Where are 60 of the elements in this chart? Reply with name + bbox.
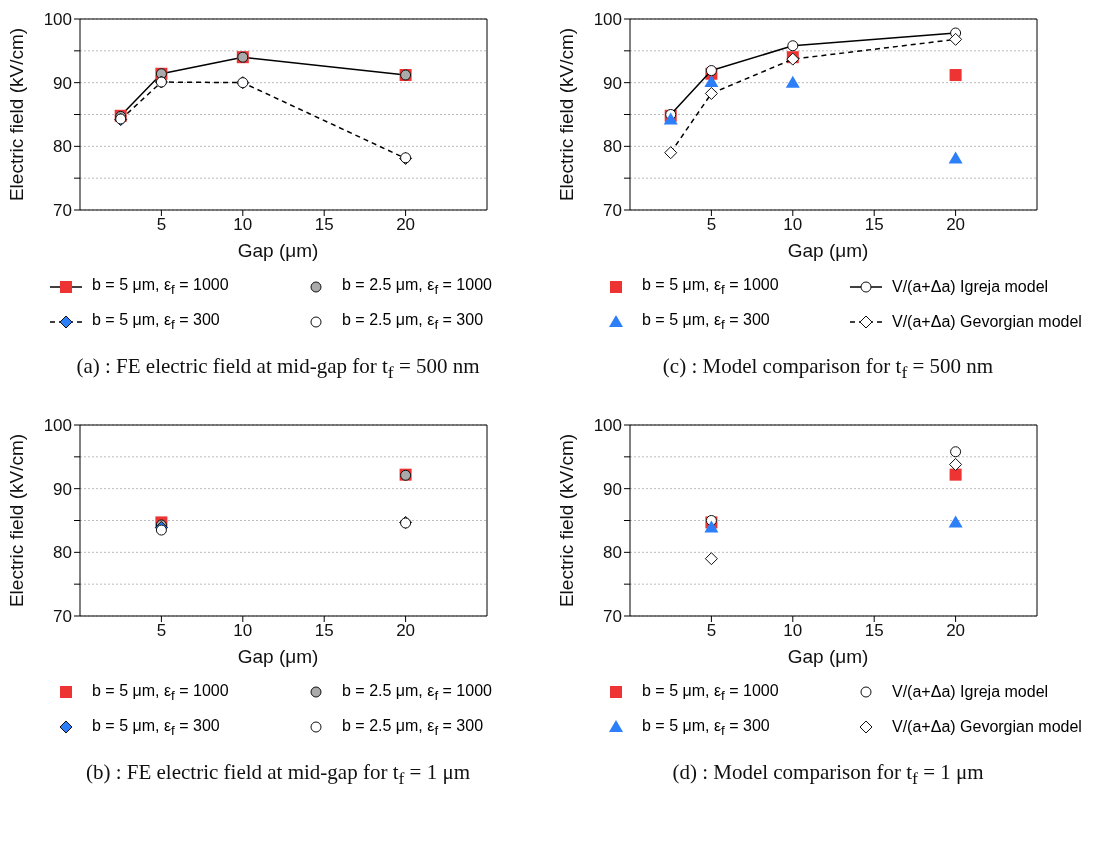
text: (d) : Model comparison for t$_{f}$ = 1 μm [671,759,985,790]
text: (c) : Model comparison for t$_{f}$ = 500 nm [661,354,995,384]
x-tick-label: 15 [314,620,334,640]
x-tick-label: 5 [156,620,167,640]
x-tick-label: 15 [314,215,334,235]
x-axis-title: Gap (μm) [236,645,320,668]
legend-label: b = 5 μm, ε$_{f}$ = 300 [642,716,770,738]
y-axis-title: Electric field (kV/cm) [555,27,577,202]
legend-label: b = 5 μm, ε$_{f}$ = 1000 [642,681,779,703]
y-tick-label: 80 [603,542,622,562]
legend-label: V/(a+Δa) Gevorgian model [892,718,1082,737]
x-tick-label: 10 [783,215,803,235]
legend-label: b = 2.5 μm, ε$_{f}$ = 1000 [342,276,492,298]
x-tick-label: 10 [783,620,803,640]
x-tick-label: 20 [396,620,416,640]
y-tick-label: 90 [603,73,622,93]
legend-label: b = 5 μm, ε$_{f}$ = 300 [642,311,770,333]
x-tick-label: 5 [706,215,717,235]
legend-label: b = 2.5 μm, ε$_{f}$ = 300 [342,311,484,333]
legend-label: V/(a+Δa) Gevorgian model [892,312,1082,331]
y-tick-label: 100 [43,415,72,435]
x-tick-label: 20 [946,215,966,235]
legend-label: b = 5 μm, ε$_{f}$ = 300 [92,311,220,333]
y-tick-label: 80 [53,137,72,157]
x-tick-label: 5 [706,620,717,640]
legend-label: b = 2.5 μm, ε$_{f}$ = 300 [342,716,484,738]
y-tick-label: 90 [53,479,72,499]
legend-label: b = 5 μm, ε$_{f}$ = 300 [92,716,220,738]
legend-label: V/(a+Δa) Igreja model [892,277,1049,296]
y-tick-label: 80 [53,542,72,562]
x-tick-label: 20 [946,620,966,640]
x-axis-title: Gap (μm) [236,240,320,262]
x-tick-label: 5 [156,215,167,235]
y-axis-title: Electric field (kV/cm) [5,433,27,607]
y-tick-label: 80 [603,137,622,157]
x-tick-label: 15 [864,215,884,235]
x-tick-label: 10 [233,620,253,640]
text: (b) : FE electric field at mid-gap for t$_{f}$ = 1 μm [84,759,472,790]
y-tick-label: 100 [593,10,622,30]
x-tick-label: 15 [864,620,884,640]
legend-label: b = 5 μm, ε$_{f}$ = 1000 [642,276,779,298]
x-axis-title: Gap (μm) [786,645,870,668]
legend-label: V/(a+Δa) Igreja model [892,683,1049,702]
text: (a) : FE electric field at mid-gap for t$_{f}$ = 500 nm [75,354,481,384]
legend-label: b = 5 μm, ε$_{f}$ = 1000 [92,276,229,298]
y-tick-label: 100 [593,415,622,435]
y-tick-label: 70 [53,201,72,221]
y-tick-label: 100 [43,10,72,30]
y-axis-title: Electric field (kV/cm) [5,27,27,202]
legend-label: b = 2.5 μm, ε$_{f}$ = 1000 [342,681,492,703]
x-tick-label: 20 [396,215,416,235]
y-tick-label: 90 [603,479,622,499]
x-tick-label: 10 [233,215,253,235]
legend-label: b = 5 μm, ε$_{f}$ = 1000 [92,681,229,703]
y-tick-label: 70 [603,201,622,221]
y-tick-label: 70 [603,606,622,626]
y-tick-label: 70 [53,606,72,626]
y-axis-title: Electric field (kV/cm) [555,433,577,607]
y-tick-label: 90 [53,73,72,93]
x-axis-title: Gap (μm) [786,240,870,262]
